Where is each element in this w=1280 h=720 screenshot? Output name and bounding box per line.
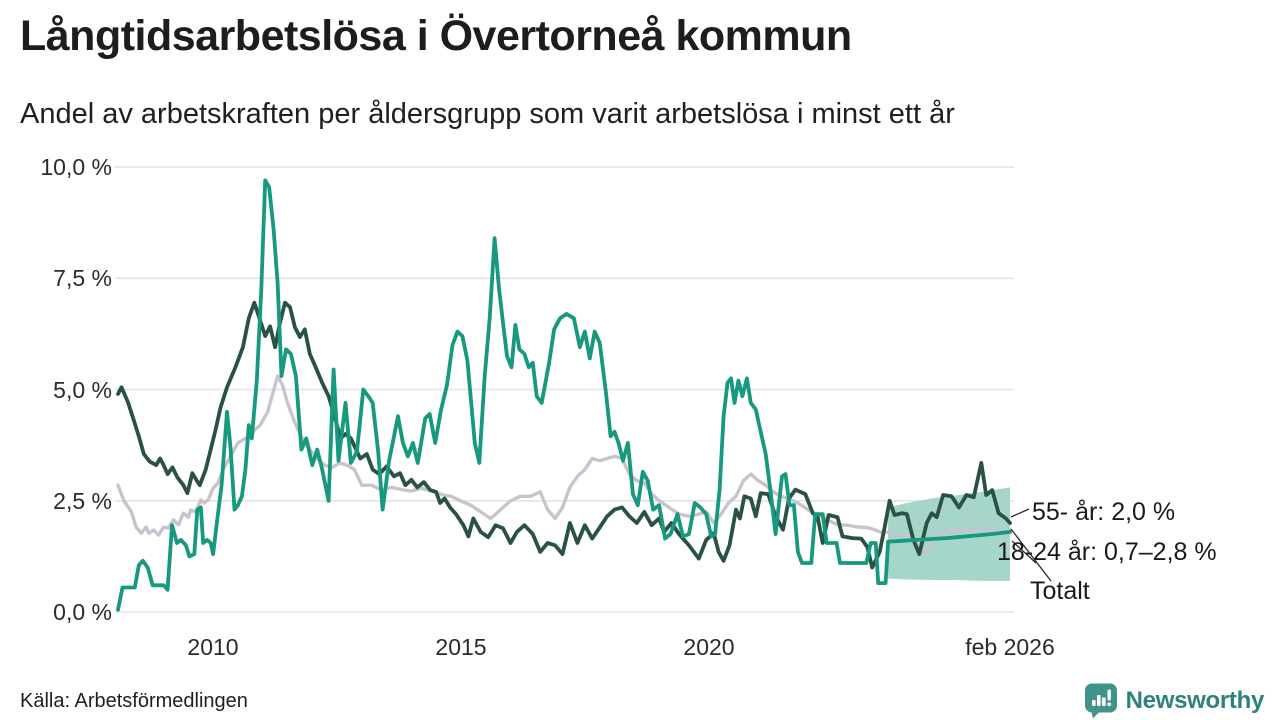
brand-wordmark: Newsworthy xyxy=(1125,686,1265,714)
y-tick-10: 10,0 % xyxy=(40,154,112,180)
series-line-totalt xyxy=(116,374,1012,555)
leader-line xyxy=(1010,508,1030,518)
series-line-55 xyxy=(116,300,1012,570)
y-tick-7-5: 7,5 % xyxy=(53,265,112,292)
leader-line xyxy=(1010,528,1052,582)
leader-line xyxy=(1011,540,1037,564)
series-label-totalt: Totalt xyxy=(1030,577,1090,605)
brand-logo: Newsworthy xyxy=(1083,682,1264,719)
x-tick-2010: 2010 xyxy=(187,634,239,660)
x-tick-2020: 2020 xyxy=(683,634,735,660)
x-tick-feb-2026: feb 2026 xyxy=(965,634,1055,660)
page-title: Långtidsarbetslösa i Övertorneå kommun xyxy=(20,12,852,60)
series-line-18-24 xyxy=(116,178,1012,612)
y-tick-5: 5,0 % xyxy=(53,376,112,403)
source-note: Källa: Arbetsförmedlingen xyxy=(20,690,248,712)
y-tick-2-5: 2,5 % xyxy=(53,487,112,514)
y-tick-0: 0,0 % xyxy=(53,599,112,625)
confidence-band xyxy=(888,487,1010,581)
x-tick-2015: 2015 xyxy=(435,634,487,660)
newsworthy-speech-bubble-icon xyxy=(1083,682,1119,719)
series-label-18-24: 18-24 år: 0,7–2,8 % xyxy=(997,538,1217,566)
page-subtitle: Andel av arbetskraften per åldersgrupp s… xyxy=(20,98,955,130)
series-label-55: 55- år: 2,0 % xyxy=(1032,498,1176,526)
